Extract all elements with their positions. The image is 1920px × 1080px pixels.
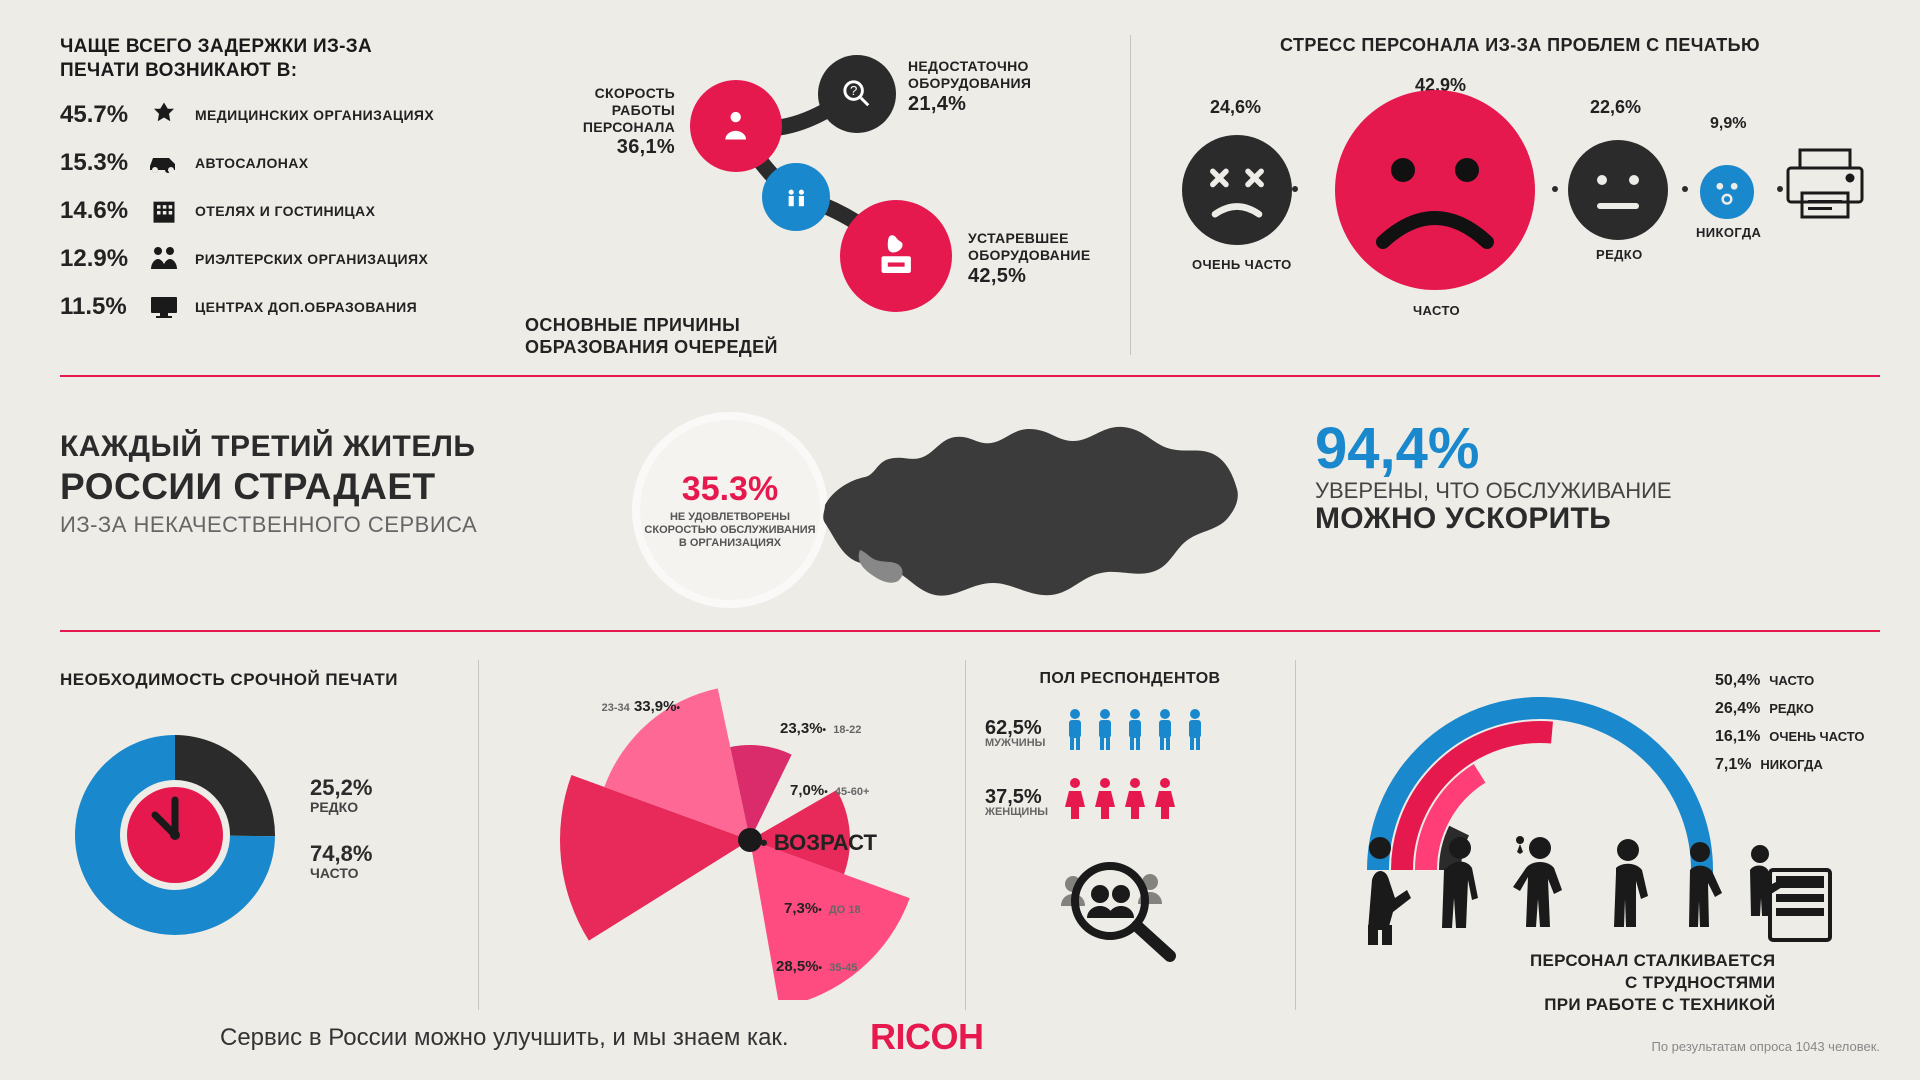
footer-tagline: Сервис в России можно улучшить, и мы зна… — [220, 1024, 789, 1052]
age-seg-label: 23,3%• 18-22 — [780, 720, 861, 737]
respondents-icon — [1055, 856, 1205, 966]
urgency-block: НЕОБХОДИМОСТЬ СРОЧНОЙ ПЕЧАТИ — [60, 670, 480, 690]
diff-legend-row: 50,4% ЧАСТО — [1715, 672, 1814, 690]
diff-legend-row: 16,1% ОЧЕНЬ ЧАСТО — [1715, 728, 1865, 746]
stress-face-0 — [1182, 135, 1292, 245]
gender-title: ПОЛ РЕСПОНДЕНТОВ — [985, 670, 1275, 688]
divider-v-2 — [478, 660, 479, 1010]
age-seg-label: 28,5%• 35-45 — [776, 958, 857, 975]
stress-face-3 — [1700, 165, 1754, 219]
stress-face-1 — [1335, 90, 1535, 290]
diff-legend-row: 26,4% РЕДКО — [1715, 700, 1814, 718]
cause-label-shortage: НЕДОСТАТОЧНООБОРУДОВАНИЯ21,4% — [908, 58, 1031, 116]
diff-legend-row: 7,1% НИКОГДА — [1715, 756, 1823, 774]
svg-text:?: ? — [850, 83, 857, 98]
gender-male-icons — [1057, 708, 1207, 757]
gender-male-label: МУЖЧИНЫ — [985, 737, 1057, 749]
queue-people-icon — [1350, 830, 1850, 950]
stress-face-2 — [1568, 140, 1668, 240]
infographic-page: ЧАЩЕ ВСЕГО ЗАДЕРЖКИ ИЗ-ЗАПЕЧАТИ ВОЗНИКАЮ… — [0, 0, 1920, 1080]
russia-map-icon — [810, 395, 1250, 610]
divider-h-2 — [60, 630, 1880, 632]
delays-row: 15.3%АВТОСАЛОНАХ — [60, 147, 490, 179]
stress-pct-0: 24,6% — [1210, 97, 1261, 118]
cause-label-outdated: УСТАРЕВШЕЕОБОРУДОВАНИЕ42,5% — [968, 230, 1091, 288]
divider-v-3 — [965, 660, 966, 1010]
delays-block: ЧАЩЕ ВСЕГО ЗАДЕРЖКИ ИЗ-ЗАПЕЧАТИ ВОЗНИКАЮ… — [60, 35, 490, 323]
delays-title: ЧАЩЕ ВСЕГО ЗАДЕРЖКИ ИЗ-ЗАПЕЧАТИ ВОЗНИКАЮ… — [60, 35, 490, 83]
age-chart — [500, 680, 960, 1000]
gender-block: ПОЛ РЕСПОНДЕНТОВ 62,5%МУЖЧИНЫ 37,5%ЖЕНЩИ… — [985, 670, 1275, 971]
delays-row-icon — [145, 243, 183, 275]
stress-pct-2: 22,6% — [1590, 97, 1641, 118]
cause-node-staff — [690, 80, 782, 172]
cause-node-outdated — [840, 200, 952, 312]
difficulties-title: ПЕРСОНАЛ СТАЛКИВАЕТСЯС ТРУДНОСТЯМИПРИ РА… — [1530, 950, 1775, 1016]
printer-icon — [1780, 145, 1870, 225]
confidence-block: 94,4% УВЕРЕНЫ, ЧТО ОБСЛУЖИВАНИЕ МОЖНО УС… — [1315, 415, 1875, 536]
divider-v-1 — [1130, 35, 1131, 355]
delays-row-icon — [145, 291, 183, 323]
headline: КАЖДЫЙ ТРЕТИЙ ЖИТЕЛЬ РОССИИ СТРАДАЕТ ИЗ-… — [60, 430, 620, 538]
age-seg-label: 7,0%• 45-60+ — [790, 782, 869, 799]
cause-node-shortage: ? — [818, 55, 896, 133]
stress-lbl-1: ЧАСТО — [1413, 303, 1460, 318]
delays-row: 12.9%РИЭЛТЕРСКИХ ОРГАНИЗАЦИЯХ — [60, 243, 490, 275]
causes-title: ОСНОВНЫЕ ПРИЧИНЫОБРАЗОВАНИЯ ОЧЕРЕДЕЙ — [525, 315, 778, 358]
mid-circle: 35.3% НЕ УДОВЛЕТВОРЕНЫСКОРОСТЬЮ ОБСЛУЖИВ… — [640, 420, 820, 600]
stress-lbl-2: РЕДКО — [1596, 247, 1643, 262]
stress-pct-3: 9,9% — [1710, 115, 1746, 133]
gender-female-label: ЖЕНЩИНЫ — [985, 806, 1057, 818]
stress-lbl-3: НИКОГДА — [1696, 225, 1761, 240]
divider-v-4 — [1295, 660, 1296, 1010]
footer-footnote: По результатам опроса 1043 человек. — [1652, 1039, 1881, 1054]
urgency-legend: 25,2%РЕДКО 74,8%ЧАСТО — [310, 775, 372, 907]
delays-row: 11.5%ЦЕНТРАХ ДОП.ОБРАЗОВАНИЯ — [60, 291, 490, 323]
stress-block: СТРЕСС ПЕРСОНАЛА ИЗ-ЗА ПРОБЛЕМ С ПЕЧАТЬЮ… — [1160, 35, 1880, 56]
cause-node-people — [762, 163, 830, 231]
cause-label-staff: СКОРОСТЬРАБОТЫПЕРСОНАЛА36,1% — [520, 85, 675, 159]
delays-row: 45.7%МЕДИЦИНСКИХ ОРГАНИЗАЦИЯХ — [60, 99, 490, 131]
delays-row: 14.6%ОТЕЛЯХ И ГОСТИНИЦАХ — [60, 195, 490, 227]
delays-row-icon — [145, 195, 183, 227]
causes-block: ? СКОРОСТЬРАБОТЫПЕРСОНАЛА36,1% НЕДОСТАТО… — [530, 40, 1100, 340]
age-seg-label: 23-34 33,9%• — [560, 698, 680, 715]
urgency-donut-chart — [60, 720, 290, 950]
age-title: • ВОЗРАСТ — [760, 830, 877, 856]
delays-row-icon — [145, 99, 183, 131]
stress-title: СТРЕСС ПЕРСОНАЛА ИЗ-ЗА ПРОБЛЕМ С ПЕЧАТЬЮ — [1160, 35, 1880, 56]
stress-lbl-0: ОЧЕНЬ ЧАСТО — [1192, 257, 1292, 272]
age-seg-label: 7,3%• ДО 18 — [784, 900, 861, 917]
gender-female-icons — [1057, 777, 1177, 826]
delays-row-icon — [145, 147, 183, 179]
divider-h-1 — [60, 375, 1880, 377]
ricoh-logo: RICOH — [870, 1016, 984, 1058]
urgency-title: НЕОБХОДИМОСТЬ СРОЧНОЙ ПЕЧАТИ — [60, 670, 480, 690]
